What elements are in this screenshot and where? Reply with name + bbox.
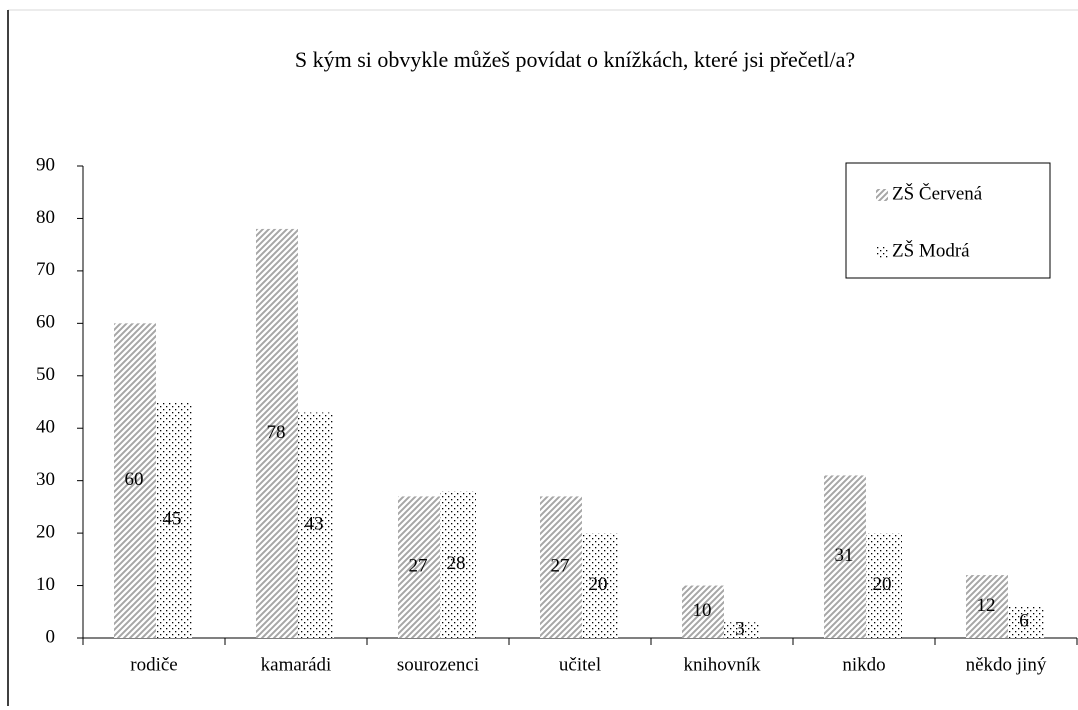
x-tick-label: nikdo <box>842 654 885 675</box>
bar <box>440 491 476 638</box>
x-tick-label: knihovník <box>683 654 761 675</box>
bar <box>582 533 618 638</box>
bar <box>866 533 902 638</box>
bar <box>824 475 866 638</box>
value-label: 10 <box>693 600 712 621</box>
bar <box>724 622 760 638</box>
value-label: 27 <box>551 556 570 577</box>
x-tick-label: někdo jiný <box>966 654 1047 675</box>
y-tick-label: 60 <box>36 312 55 333</box>
value-label: 6 <box>1019 611 1029 632</box>
value-label: 45 <box>163 508 182 529</box>
value-label: 20 <box>873 574 892 595</box>
x-tick-label: rodiče <box>130 654 177 675</box>
legend-box <box>845 162 1051 279</box>
x-tick-label: kamarádi <box>261 654 332 675</box>
value-label: 31 <box>835 545 854 566</box>
bar <box>256 228 298 638</box>
bar <box>540 496 582 638</box>
bar <box>682 585 724 638</box>
y-tick-label: 10 <box>36 574 55 595</box>
y-tick-label: 70 <box>36 259 55 280</box>
chart-title: S kým si obvykle můžeš povídat o knížkác… <box>295 47 855 72</box>
bar <box>114 323 156 638</box>
legend-label: ZŠ Modrá <box>892 239 970 261</box>
y-tick-label: 0 <box>46 626 56 647</box>
value-label: 20 <box>589 574 608 595</box>
x-tick-label: učitel <box>559 654 601 675</box>
value-label: 60 <box>125 469 144 490</box>
bar <box>966 575 1008 638</box>
value-label: 27 <box>409 556 428 577</box>
y-tick-label: 40 <box>36 417 55 438</box>
bar <box>398 496 440 638</box>
legend-swatch <box>876 246 888 258</box>
value-label: 78 <box>267 422 286 443</box>
legend-label: ZŠ Červená <box>892 182 983 204</box>
bar <box>298 412 334 638</box>
bar <box>1008 606 1044 638</box>
y-tick-label: 90 <box>36 154 55 175</box>
value-label: 12 <box>977 595 996 616</box>
bar <box>156 402 192 638</box>
x-tick-label: sourozenci <box>397 654 479 675</box>
legend-swatch <box>876 189 888 201</box>
y-tick-label: 50 <box>36 364 55 385</box>
value-label: 28 <box>447 553 466 574</box>
y-tick-label: 20 <box>36 521 55 542</box>
value-label: 3 <box>735 618 745 639</box>
y-tick-label: 30 <box>36 469 55 490</box>
value-label: 43 <box>305 514 324 535</box>
y-tick-label: 80 <box>36 207 55 228</box>
